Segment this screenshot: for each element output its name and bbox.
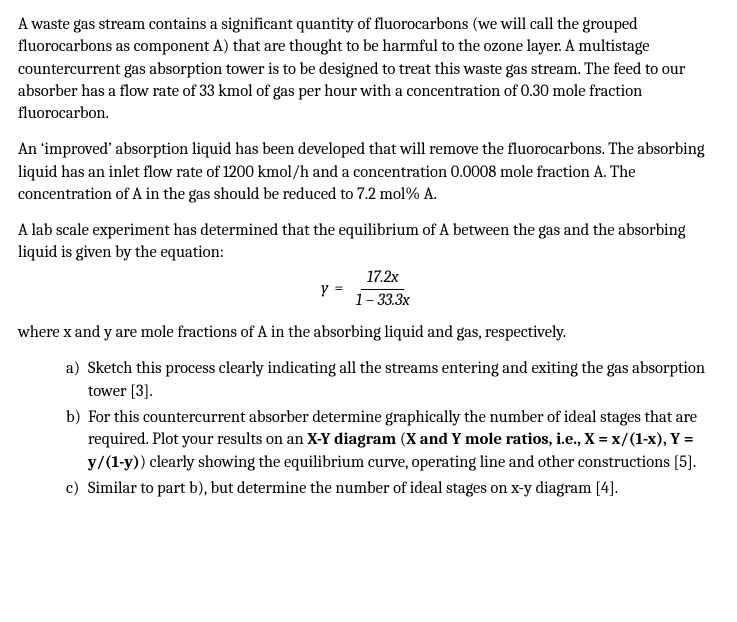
question-b-mid1: (: [396, 430, 406, 449]
eq-lhs: y: [321, 278, 328, 300]
eq-denominator: 1 − 33.3x: [350, 290, 416, 312]
question-c: c) Similar to part b), but determine the…: [66, 478, 719, 500]
question-b-bold1: X-Y diagram: [307, 430, 396, 449]
paragraph-1: A waste gas stream contains a significan…: [18, 14, 719, 125]
eq-numerator: 17.2x: [361, 267, 405, 290]
marker-b: b): [66, 407, 81, 429]
equation: y = 17.2x 1 − 33.3x: [18, 267, 719, 313]
eq-fraction: 17.2x 1 − 33.3x: [350, 267, 416, 313]
question-c-text: Similar to part b), but determine the nu…: [88, 479, 618, 498]
question-a: a) Sketch this process clearly indicatin…: [66, 358, 719, 403]
paragraph-4: where x and y are mole fractions of A in…: [18, 322, 719, 344]
eq-sign: =: [334, 278, 343, 300]
marker-a: a): [66, 358, 80, 380]
question-b-post: ) clearly showing the equilibrium curve,…: [140, 453, 697, 472]
paragraph-3: A lab scale experiment has determined th…: [18, 220, 719, 265]
paragraph-2: An ‘improved’ absorption liquid has been…: [18, 139, 719, 206]
marker-c: c): [66, 478, 79, 500]
question-b: b) For this countercurrent absorber dete…: [66, 407, 719, 474]
question-a-text: Sketch this process clearly indicating a…: [88, 359, 705, 400]
question-list: a) Sketch this process clearly indicatin…: [18, 358, 719, 500]
